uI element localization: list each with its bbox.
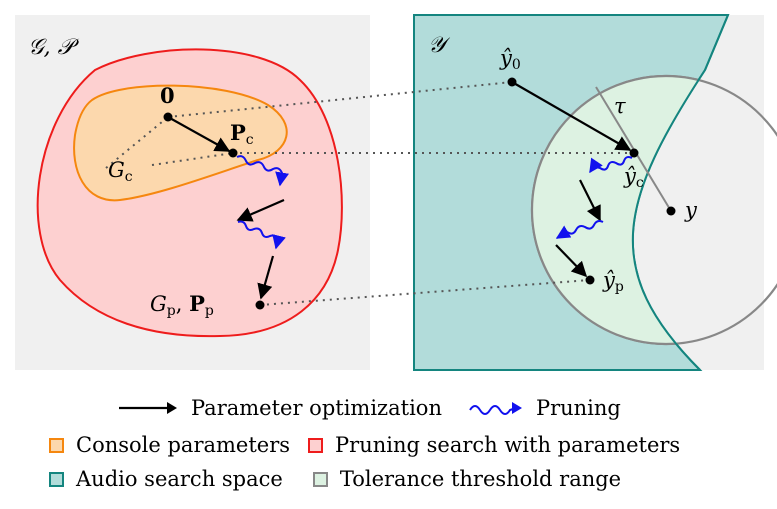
optimization-arrow-right-3 bbox=[555, 244, 588, 278]
y0-label: ŷ0 bbox=[499, 46, 521, 73]
legend-row-2: Console parameters Pruning search with p… bbox=[49, 433, 680, 457]
pc-point bbox=[228, 148, 238, 158]
audio-swatch-icon bbox=[49, 471, 64, 487]
legend-console-params: Console parameters bbox=[76, 433, 291, 457]
audio-space-boundary bbox=[631, 14, 729, 371]
gp-pp-label: Gp, Pp bbox=[150, 291, 214, 319]
y-label: y bbox=[684, 198, 698, 222]
yc-point bbox=[629, 148, 639, 158]
pruning-arrow-2 bbox=[237, 220, 286, 250]
yc-label: ŷc bbox=[623, 164, 644, 191]
mapping-line-origin bbox=[167, 81, 513, 118]
legend-pruning: Pruning bbox=[535, 396, 621, 420]
blue-wave-arrow-icon bbox=[469, 402, 522, 415]
optimization-arrow-3 bbox=[257, 255, 275, 300]
legend-param-opt: Parameter optimization bbox=[191, 396, 442, 420]
legend-audio-space: Audio search space bbox=[76, 467, 283, 491]
legend-tolerance: Tolerance threshold range bbox=[339, 467, 622, 491]
origin-label: 0 bbox=[160, 83, 175, 108]
optimization-arrow-right-1 bbox=[511, 81, 632, 151]
black-arrow-icon bbox=[119, 402, 177, 414]
yp-point bbox=[585, 275, 595, 285]
pruning-swatch-icon bbox=[308, 437, 324, 453]
pruning-arrow-right-1 bbox=[589, 156, 633, 174]
legend-pruning-search: Pruning search with parameters bbox=[335, 433, 681, 457]
pruning-arrow-right-2 bbox=[555, 220, 604, 239]
optimization-arrow-1 bbox=[167, 116, 231, 152]
y0-point bbox=[507, 77, 517, 87]
console-swatch-icon bbox=[49, 437, 64, 453]
legend-row-arrows: Parameter optimization Pruning bbox=[117, 396, 621, 420]
pc-label: Pc bbox=[230, 120, 254, 148]
pruning-arrow-1 bbox=[236, 155, 289, 187]
optimization-arrow-2 bbox=[236, 198, 285, 222]
origin-point bbox=[163, 112, 173, 122]
legend-row-3: Audio search space Tolerance threshold r… bbox=[49, 467, 621, 491]
gc-label: Gc bbox=[108, 158, 133, 185]
console-parameter-region bbox=[73, 84, 288, 202]
pp-point bbox=[255, 300, 265, 310]
yp-label: ŷp bbox=[602, 268, 624, 295]
diagram-canvas: 𝒢, 𝒫 0 Pc Gc Gp, Pp 𝒴 ŷ0 τ ŷc y ŷp bbox=[15, 14, 777, 371]
left-panel-title: 𝒢, 𝒫 bbox=[28, 35, 80, 60]
legend: Parameter optimization Pruning Console p… bbox=[0, 390, 777, 509]
tolerance-swatch-icon bbox=[312, 471, 328, 487]
tau-label: τ bbox=[614, 94, 626, 118]
y-point bbox=[666, 206, 676, 216]
optimization-arrow-right-2 bbox=[579, 179, 601, 222]
